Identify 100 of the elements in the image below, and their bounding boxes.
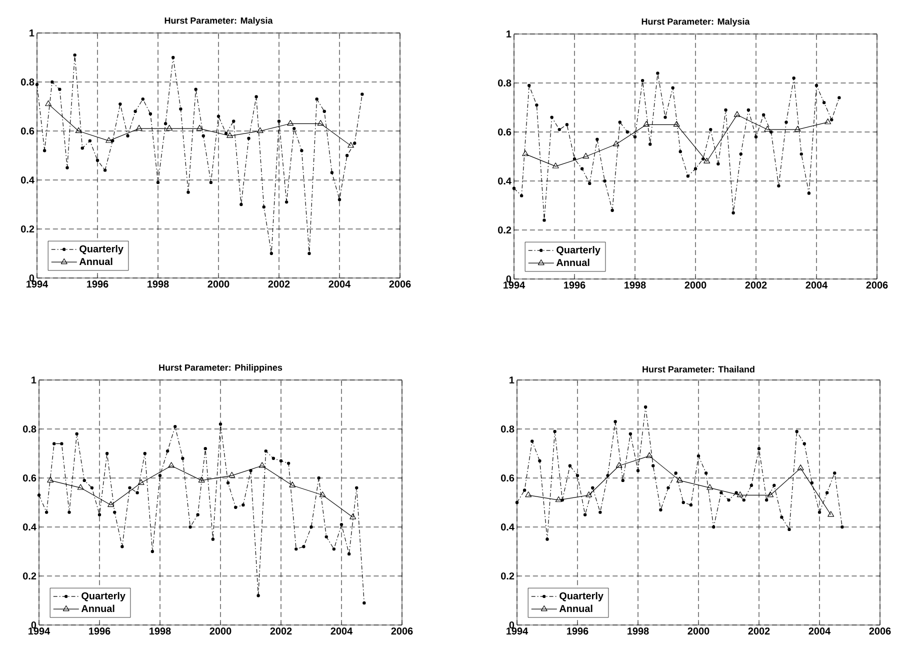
point <box>606 474 610 478</box>
point <box>777 184 780 188</box>
point <box>794 126 801 132</box>
point <box>659 508 662 512</box>
point <box>330 171 334 174</box>
x-tick-label: 1996 <box>567 628 588 635</box>
point <box>75 432 78 436</box>
point <box>258 462 266 468</box>
x-tick-label: 2006 <box>869 628 891 635</box>
x-tick-label: 1998 <box>628 628 649 635</box>
point <box>317 120 324 126</box>
point <box>580 167 584 170</box>
x-tick-label: 2004 <box>330 628 353 635</box>
point <box>689 503 693 507</box>
point <box>138 479 144 485</box>
point <box>671 86 674 90</box>
point <box>196 124 203 131</box>
point <box>362 601 366 605</box>
y-tick-label: 0.8 <box>501 425 514 433</box>
point <box>807 192 811 195</box>
point <box>822 100 826 104</box>
y-tick-label: 0.6 <box>498 128 512 136</box>
point <box>736 491 744 498</box>
point <box>44 510 48 514</box>
point <box>636 469 640 472</box>
point <box>50 80 54 84</box>
point <box>73 53 76 57</box>
x-tick-label: 2006 <box>866 282 888 289</box>
point <box>166 124 173 131</box>
point <box>757 447 761 450</box>
point <box>156 180 160 184</box>
legend-label: Annual <box>79 258 112 266</box>
y-tick-label: 0.6 <box>21 127 34 135</box>
legend-label: Quarterly <box>560 592 604 602</box>
point <box>172 56 175 60</box>
point <box>550 116 554 119</box>
x-tick-label: 1996 <box>564 282 586 289</box>
point <box>90 486 94 490</box>
point <box>709 128 712 132</box>
point <box>825 491 829 494</box>
x-tick-label: 2000 <box>688 628 710 635</box>
point <box>750 484 754 487</box>
point <box>788 528 791 532</box>
point <box>168 462 175 468</box>
y-tick-label: 0.2 <box>21 225 34 233</box>
point <box>512 186 516 190</box>
point <box>82 478 86 482</box>
point <box>767 491 774 498</box>
point <box>583 513 587 516</box>
point <box>828 511 834 517</box>
point <box>134 110 137 113</box>
point <box>603 179 606 183</box>
point <box>596 138 599 141</box>
point <box>626 130 630 134</box>
legend-label: Annual <box>559 604 592 612</box>
point <box>226 132 234 138</box>
point <box>538 459 542 462</box>
point <box>338 198 342 202</box>
x-tick-label: 2006 <box>389 280 411 288</box>
point <box>810 481 814 484</box>
point <box>322 110 326 113</box>
point <box>780 516 784 519</box>
point <box>764 498 768 502</box>
point <box>272 456 276 460</box>
x-tick-label: 2000 <box>684 282 706 289</box>
point <box>300 148 304 152</box>
y-tick-label: 0.2 <box>501 572 514 580</box>
point <box>148 112 152 116</box>
point <box>833 472 836 475</box>
point <box>270 252 274 256</box>
point <box>742 498 746 502</box>
point <box>216 114 220 118</box>
point <box>724 108 728 112</box>
point <box>576 474 580 478</box>
point <box>60 442 64 446</box>
y-tick-label: 1 <box>32 376 36 384</box>
point <box>746 108 750 112</box>
y-tick-label: 0.8 <box>21 78 34 86</box>
point <box>347 552 351 556</box>
point <box>802 442 806 446</box>
point <box>105 452 109 456</box>
point <box>676 476 683 482</box>
legend-label: Quarterly <box>82 592 126 602</box>
point <box>633 135 637 138</box>
point <box>324 535 328 538</box>
point <box>196 513 200 516</box>
point <box>35 82 39 86</box>
x-tick-label: 2000 <box>210 628 232 635</box>
point <box>648 142 652 146</box>
point <box>186 190 190 194</box>
x-tick-label: 1994 <box>28 628 50 635</box>
point <box>727 498 730 502</box>
chart-title: Hurst Parameter: Philippines <box>159 364 282 372</box>
x-tick-label: 1994 <box>26 280 48 288</box>
x-tick-label: 2002 <box>270 628 292 635</box>
point <box>98 513 102 516</box>
point <box>522 488 526 492</box>
point <box>840 525 844 529</box>
point <box>772 484 776 487</box>
point <box>525 491 532 498</box>
